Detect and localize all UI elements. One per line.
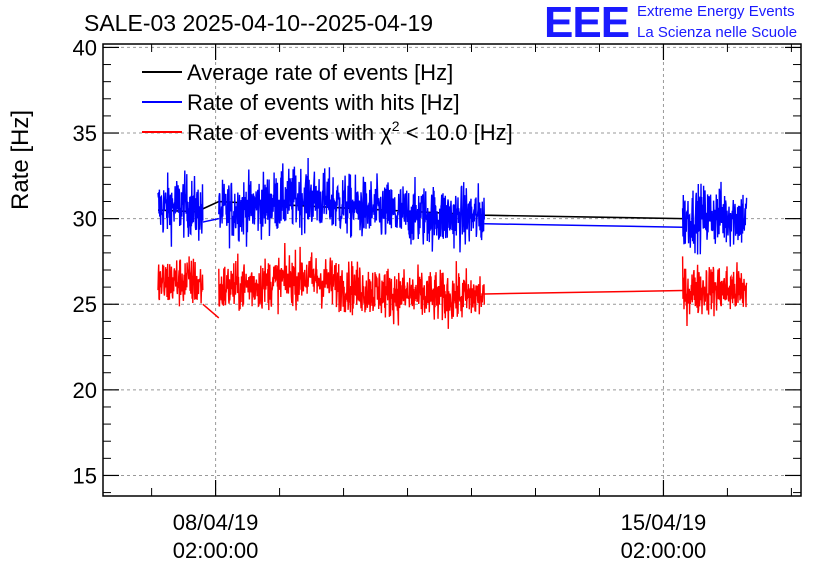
y-tick-label: 40 [73,35,97,60]
hits-series-line [218,157,485,253]
hits-connector [484,223,683,228]
x-tick-label-date: 15/04/19 [621,510,707,535]
x-tick-label-time: 02:00:00 [173,538,259,563]
logo-text-line2: La Scienza nelle Scuole [637,24,798,41]
chi2-connector [484,289,683,295]
hits-connector [202,217,219,223]
x-tick-label-time: 02:00:00 [621,538,707,563]
hits-series-line [157,170,204,247]
y-tick-label: 25 [73,292,97,317]
y-tick-label: 35 [73,121,97,146]
chi2-series-line [681,256,748,327]
series-layer [157,157,748,329]
chi2-series-line [157,256,204,307]
eee-logo: EEE [544,0,630,47]
legend-label-average: Average rate of events [Hz] [187,60,453,85]
chi2-connector [202,303,220,319]
axis-labels: 15 20 25 30 35 40 08/04/19 02:00:00 15/04/19 02:0… [7,35,706,563]
legend-label-chi2: Rate of events with χ2 < 10.0 [Hz] [187,118,513,145]
y-tick-label: 20 [73,378,97,403]
legend-label-hits: Rate of events with hits [Hz] [187,90,460,115]
chart-title: SALE-03 2025-04-10--2025-04-19 [84,10,434,36]
legend: Average rate of events [Hz] Rate of event… [142,60,513,145]
tick-layer [103,44,801,496]
y-tick-label: 15 [73,463,97,488]
logo-text-line1: Extreme Energy Events [637,3,795,20]
hits-series-line [681,181,748,255]
x-tick-label-date: 08/04/19 [173,510,259,535]
y-tick-label: 30 [73,207,97,232]
y-axis-title: Rate [Hz] [7,110,34,210]
chi2-series-line [218,242,485,329]
